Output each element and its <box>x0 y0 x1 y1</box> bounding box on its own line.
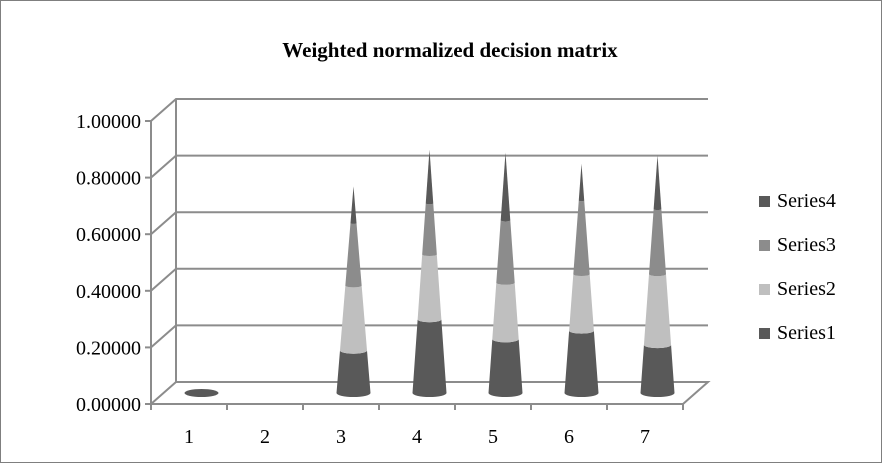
cone-base-series1 <box>184 389 219 397</box>
legend-label: Series3 <box>777 234 836 256</box>
cone-segment-series2 <box>569 274 594 334</box>
y-axis-ticks: 0.00000 0.20000 0.40000 0.60000 0.80000 1.000… <box>76 111 141 416</box>
y-tick-label: 0.20000 <box>76 337 141 359</box>
cone <box>184 389 219 397</box>
y-tick-label: 0.60000 <box>76 224 141 246</box>
cone-segment-series3 <box>422 203 437 257</box>
cone-segment-series3 <box>496 220 515 285</box>
legend-label: Series4 <box>777 190 836 212</box>
cone-segment-series4 <box>653 155 662 210</box>
cone-segment-series4 <box>425 149 434 205</box>
x-tick-label: 6 <box>564 426 574 448</box>
cone-segment-series3 <box>649 209 666 277</box>
cone-segment-series2 <box>339 285 368 354</box>
cone-segment-series1 <box>412 319 447 397</box>
cone-segment-series2 <box>492 282 519 343</box>
y-tick-label: 1.00000 <box>76 111 141 133</box>
cone <box>412 149 447 397</box>
y-tick-label: 0.40000 <box>76 281 141 303</box>
x-tick-label: 7 <box>640 426 650 448</box>
y-tick-label: 0.00000 <box>76 394 141 416</box>
x-axis-ticks: 1 2 3 4 5 6 7 <box>184 426 650 448</box>
x-tick-label: 3 <box>336 426 346 448</box>
legend-swatch <box>759 284 770 295</box>
chart-title: Weighted normalized decision matrix <box>282 38 618 62</box>
cone <box>564 163 599 397</box>
x-tick-label: 2 <box>260 426 270 448</box>
cone-segment-series1 <box>336 350 371 397</box>
cone-segment-series4 <box>500 152 511 222</box>
legend: Series4 Series3 Series2 Series1 <box>759 190 836 344</box>
x-tick-label: 5 <box>488 426 498 448</box>
legend-swatch <box>759 328 770 339</box>
cone <box>336 186 371 397</box>
cone-segment-series1 <box>564 330 599 397</box>
y-tick-label: 0.80000 <box>76 168 141 190</box>
cone <box>488 152 523 397</box>
cone-segment-series2 <box>417 254 442 323</box>
legend-swatch <box>759 240 770 251</box>
axes <box>145 99 711 410</box>
cone-segment-series1 <box>488 339 523 397</box>
cone-segment-series2 <box>643 274 672 349</box>
cone-segment-series1 <box>640 344 675 397</box>
cone-segment-series4 <box>350 186 357 224</box>
legend-label: Series1 <box>777 322 836 344</box>
x-tick-label: 4 <box>412 426 422 448</box>
cone-segment-series3 <box>345 223 362 288</box>
legend-label: Series2 <box>777 278 836 300</box>
floor <box>148 381 711 405</box>
x-tick-label: 1 <box>184 426 194 448</box>
cone-segment-series4 <box>578 163 585 202</box>
gridline <box>150 98 708 122</box>
legend-swatch <box>759 196 770 207</box>
cone <box>640 155 675 397</box>
cone-segment-series3 <box>573 200 590 277</box>
cones <box>184 149 675 397</box>
